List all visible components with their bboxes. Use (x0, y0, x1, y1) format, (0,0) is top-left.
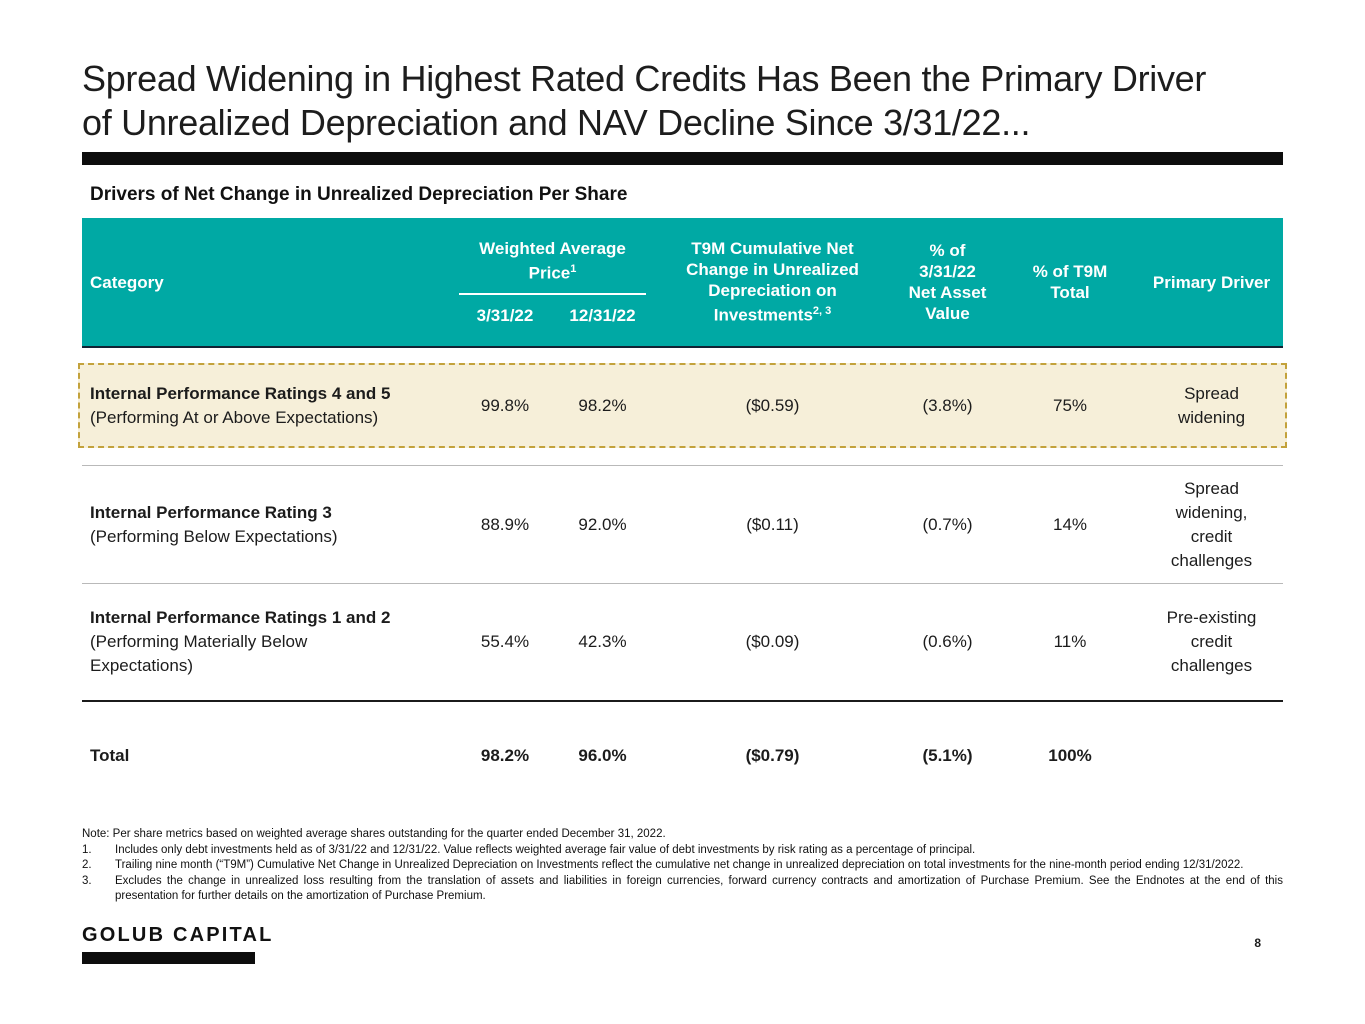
category-cell: Internal Performance Ratings 4 and 5 (Pe… (82, 382, 455, 430)
price-3-31-22-cell: 88.9% (480, 514, 530, 534)
footnote-3: 3. Excludes the change in unrealized los… (82, 874, 1283, 905)
primary-driver-cell: Spread widening (1177, 383, 1246, 427)
total-price-3-31-22: 98.2% (480, 746, 530, 765)
pct-nav-cell: (3.8%) (922, 395, 973, 415)
footnote-1: 1. Includes only debt investments held a… (82, 843, 1283, 859)
table-row-total: Total 98.2% 96.0% ($0.79) (5.1%) 100% (82, 700, 1283, 810)
category-subtitle: (Performing At or Above Expectations) (90, 407, 379, 427)
header-t9m-footnote-sup: 2, 3 (812, 305, 832, 318)
footnote-2: 2. Trailing nine month (“T9M”) Cumulativ… (82, 858, 1283, 874)
header-weighted-average-price-group: Weighted Average Price1 3/31/22 12/31/22 (455, 218, 650, 346)
category-cell: Internal Performance Ratings 1 and 2 (Pe… (82, 606, 455, 678)
table-row-ratings-1-2: Internal Performance Ratings 1 and 2 (Pe… (82, 583, 1283, 700)
table-row-rating-3: Internal Performance Rating 3 (Performin… (82, 465, 1283, 583)
header-t9m-text: T9M Cumulative Net Change in Unrealized … (686, 239, 859, 325)
category-cell: Internal Performance Rating 3 (Performin… (82, 501, 455, 549)
pct-nav-cell: (0.6%) (922, 632, 973, 651)
category-subtitle: (Performing Materially Below Expectation… (90, 632, 308, 675)
category-name: Internal Performance Ratings 4 and 5 (90, 383, 391, 403)
price-12-31-22-cell: 92.0% (578, 514, 627, 534)
category-subtitle: (Performing Below Expectations) (90, 526, 338, 546)
price-12-31-22-cell: 42.3% (578, 632, 627, 651)
category-name: Internal Performance Ratings 1 and 2 (90, 608, 391, 627)
header-weighted-average-price: Weighted Average Price1 (455, 238, 650, 284)
price-12-31-22-cell: 98.2% (578, 395, 627, 415)
footnote-text: Trailing nine month (“T9M”) Cumulative N… (115, 859, 1244, 871)
page-number: 8 (1254, 936, 1261, 950)
header-t9m-cumulative: T9M Cumulative Net Change in Unrealized … (650, 238, 895, 326)
pct-t9m-total-cell: 75% (1052, 395, 1088, 415)
table-title: Drivers of Net Change in Unrealized Depr… (90, 184, 628, 205)
title-divider-bar (82, 152, 1283, 165)
golub-capital-logo: GOLUB CAPITAL (82, 924, 274, 964)
header-date-3-31-22: 3/31/22 (476, 306, 534, 326)
header-category: Category (90, 272, 164, 292)
footnotes: Note: Per share metrics based on weighte… (82, 827, 1283, 905)
t9m-change-cell: ($0.59) (745, 395, 800, 415)
note-line: Note: Per share metrics based on weighte… (82, 828, 666, 840)
header-date-12-31-22: 12/31/22 (569, 306, 636, 326)
footnote-text: Excludes the change in unrealized loss r… (115, 874, 1283, 903)
table-row: Internal Performance Ratings 4 and 5 (Pe… (82, 363, 1283, 448)
total-price-12-31-22: 96.0% (578, 746, 627, 765)
header-wap-text: Weighted Average Price (479, 238, 626, 283)
total-label: Total (90, 746, 130, 765)
header-pct-t9m-total: % of T9M Total (1032, 262, 1108, 302)
pct-t9m-total-cell: 14% (1052, 514, 1088, 534)
header-date-subcolumns: 3/31/22 12/31/22 (455, 305, 650, 326)
total-t9m-change: ($0.79) (745, 746, 800, 765)
t9m-change-cell: ($0.09) (745, 632, 800, 651)
table-header-row: Category Weighted Average Price1 3/31/22… (82, 218, 1283, 348)
total-pct-t9m: 100% (1048, 746, 1092, 765)
footnote-text: Includes only debt investments held as o… (115, 843, 976, 856)
price-3-31-22-cell: 99.8% (480, 395, 530, 415)
table-row-ratings-4-5-highlighted: Internal Performance Ratings 4 and 5 (Pe… (78, 363, 1287, 448)
price-3-31-22-cell: 55.4% (480, 632, 530, 651)
footnote-number: 3. (82, 874, 92, 887)
total-pct-nav: (5.1%) (922, 746, 973, 765)
header-wap-footnote-sup: 1 (570, 262, 577, 275)
footnote-number: 2. (82, 859, 92, 871)
logo-bar (82, 952, 255, 964)
header-pct-nav: % of 3/31/22 Net Asset Value (908, 241, 987, 323)
primary-driver-cell: Spread widening, credit challenges (1170, 478, 1253, 570)
header-primary-driver: Primary Driver (1152, 272, 1271, 292)
page-title: Spread Widening in Highest Rated Credits… (82, 58, 1207, 143)
pct-nav-cell: (0.7%) (922, 514, 973, 534)
primary-driver-cell: Pre-existing credit challenges (1166, 608, 1257, 675)
category-name: Internal Performance Rating 3 (90, 502, 332, 522)
logo-wordmark: GOLUB CAPITAL (82, 924, 274, 946)
header-underline (459, 293, 646, 296)
drivers-table: Category Weighted Average Price1 3/31/22… (78, 218, 1287, 810)
footnote-number: 1. (82, 843, 92, 856)
t9m-change-cell: ($0.11) (746, 514, 799, 534)
pct-t9m-total-cell: 11% (1053, 632, 1087, 651)
